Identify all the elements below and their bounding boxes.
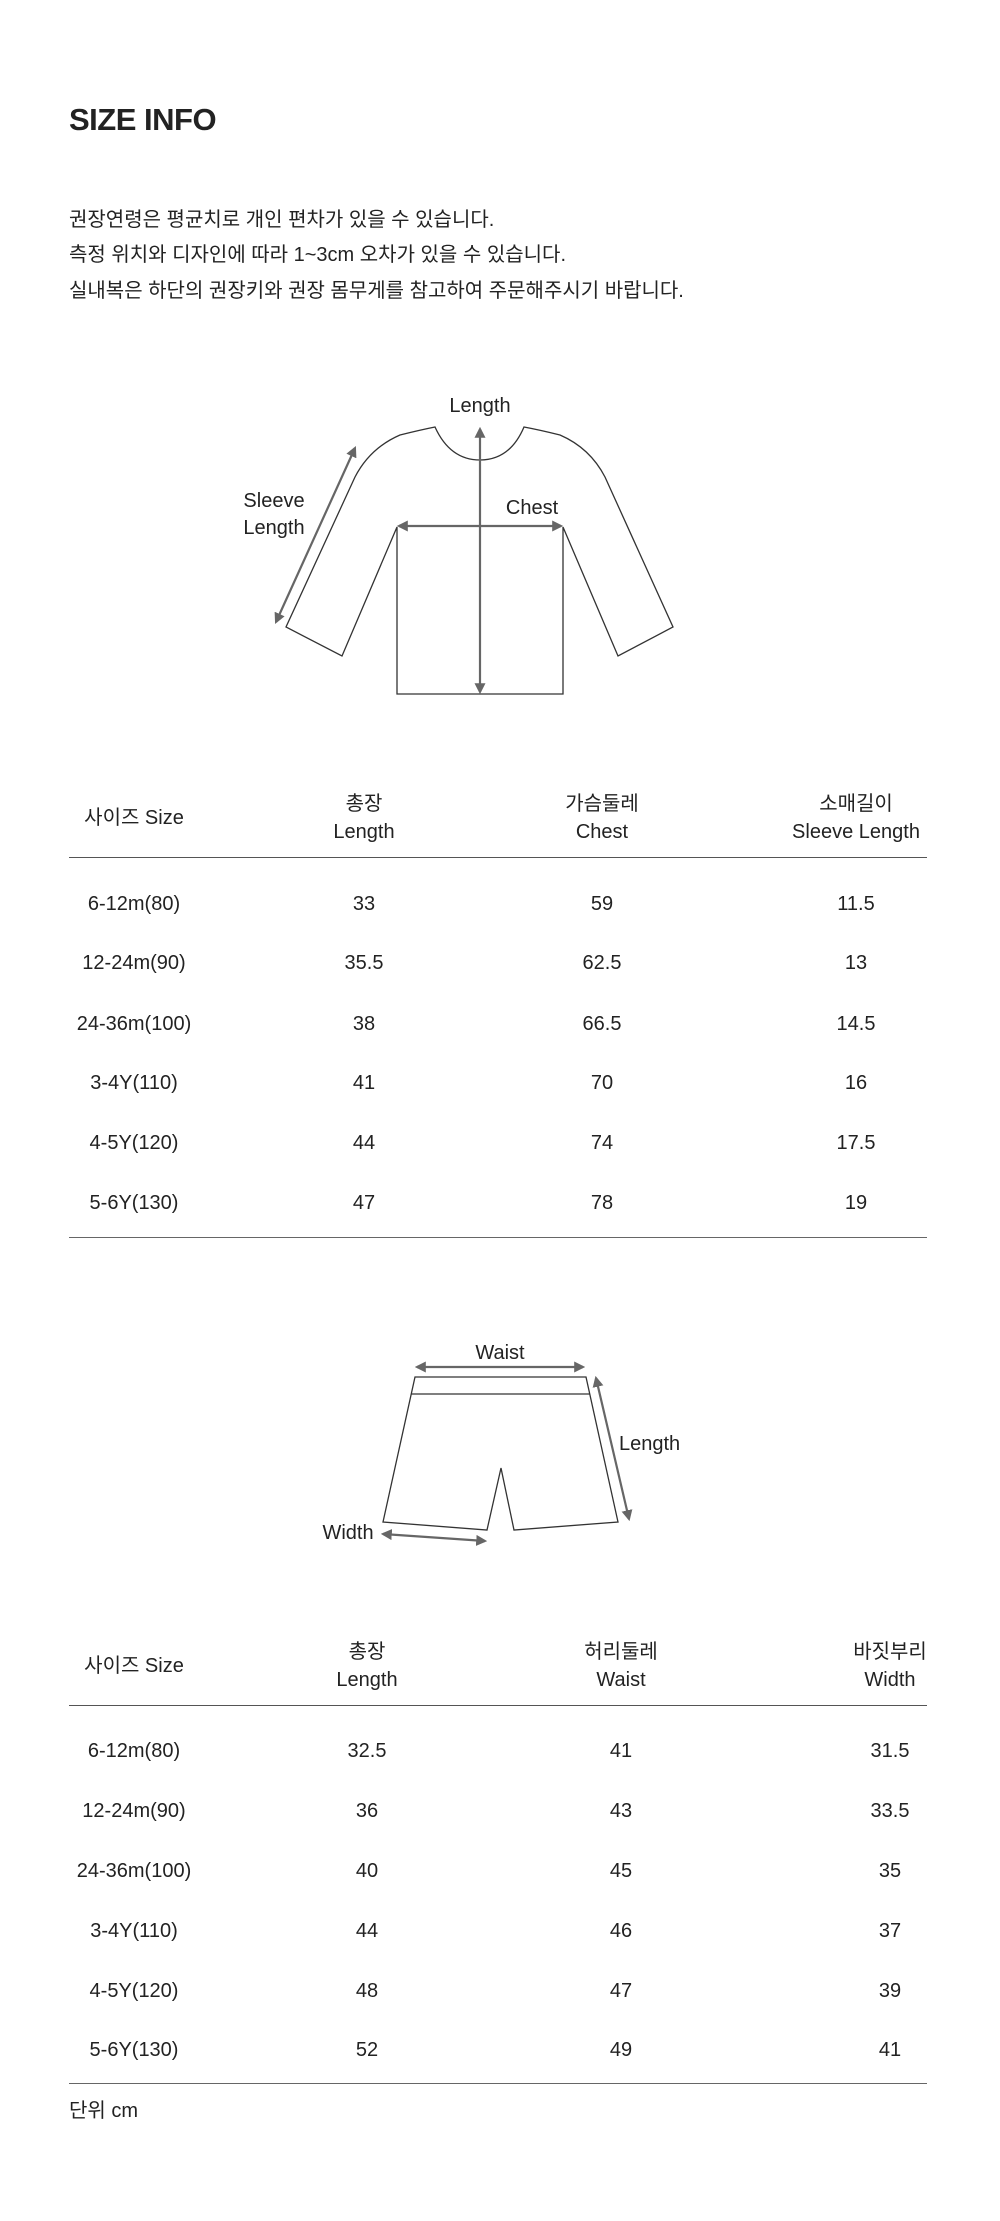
top-outline bbox=[285, 426, 674, 695]
page-title: SIZE INFO bbox=[69, 102, 217, 137]
value-cell: 41 bbox=[609, 1740, 633, 1762]
value-cell: 16 bbox=[844, 1072, 868, 1094]
value-cell: 41 bbox=[352, 1072, 376, 1094]
value-cell: 70 bbox=[590, 1072, 614, 1094]
column-header: 총장 Length bbox=[333, 790, 394, 846]
column-header-line: Length bbox=[333, 821, 395, 843]
value-cell: 66.5 bbox=[582, 1013, 622, 1035]
value-cell: 33 bbox=[352, 893, 376, 915]
value-cell: 44 bbox=[352, 1132, 376, 1154]
column-header-line: 사이즈 Size bbox=[84, 1655, 184, 1677]
value-cell: 48 bbox=[355, 1980, 379, 2002]
value-cell: 38 bbox=[352, 1013, 376, 1035]
top-garment-diagram bbox=[285, 426, 674, 695]
value-cell: 52 bbox=[355, 2039, 379, 2061]
value-cell: 78 bbox=[590, 1192, 614, 1214]
unit-label: 단위 cm bbox=[69, 2100, 139, 2122]
column-header-line: 가슴둘레 bbox=[565, 793, 639, 815]
column-header-line: 사이즈 Size bbox=[84, 807, 184, 829]
column-header-line: Chest bbox=[575, 821, 629, 843]
note-line: 측정 위치와 디자인에 따라 1~3cm 오차가 있을 수 있습니다. bbox=[69, 244, 566, 266]
column-header: 총장 Length bbox=[336, 1638, 397, 1694]
value-cell: 33.5 bbox=[870, 1800, 910, 1822]
waist-label: Waist bbox=[475, 1342, 525, 1364]
column-header: 사이즈 Size bbox=[84, 804, 184, 832]
size-cell: 5-6Y(130) bbox=[89, 1192, 179, 1214]
size-cell: 6-12m(80) bbox=[87, 1740, 181, 1762]
column-header: 바짓부리 Width bbox=[853, 1638, 927, 1694]
value-cell: 74 bbox=[590, 1132, 614, 1154]
column-header-line: 총장 bbox=[348, 1641, 386, 1663]
chest-label: Chest bbox=[506, 497, 559, 519]
value-cell: 47 bbox=[352, 1192, 376, 1214]
table-rule bbox=[69, 2083, 927, 2084]
column-header-line: 바짓부리 bbox=[853, 1641, 927, 1663]
value-cell: 44 bbox=[355, 1920, 379, 1942]
table-rule bbox=[69, 857, 927, 858]
value-cell: 19 bbox=[844, 1192, 868, 1214]
value-cell: 36 bbox=[355, 1800, 379, 1822]
value-cell: 32.5 bbox=[347, 1740, 387, 1762]
column-header: 가슴둘레 Chest bbox=[565, 790, 639, 846]
value-cell: 43 bbox=[609, 1800, 633, 1822]
value-cell: 39 bbox=[878, 1980, 902, 2002]
shorts-length-arrow bbox=[592, 1375, 633, 1522]
size-cell: 12-24m(90) bbox=[82, 952, 186, 974]
column-header: 허리둘레 Waist bbox=[584, 1638, 658, 1694]
size-cell: 3-4Y(110) bbox=[90, 1920, 178, 1942]
sleeve-arrow bbox=[274, 445, 357, 625]
sleeve-label: Sleeve bbox=[243, 490, 304, 512]
size-cell: 6-12m(80) bbox=[87, 893, 181, 915]
value-cell: 45 bbox=[609, 1860, 633, 1882]
table-rule bbox=[69, 1237, 927, 1238]
size-cell: 12-24m(90) bbox=[82, 1800, 186, 1822]
column-header-line: 허리둘레 bbox=[584, 1641, 658, 1663]
value-cell: 47 bbox=[609, 1980, 633, 2002]
value-cell: 13 bbox=[844, 952, 868, 974]
width-label: Width bbox=[322, 1522, 373, 1544]
column-header: 소매길이 Sleeve Length bbox=[792, 790, 920, 846]
column-header-line: Waist bbox=[596, 1669, 646, 1691]
value-cell: 35.5 bbox=[344, 952, 384, 974]
column-header-line: Sleeve Length bbox=[792, 821, 920, 843]
shorts-diagram bbox=[382, 1376, 619, 1531]
note-line: 실내복은 하단의 권장키와 권장 몸무게를 참고하여 주문해주시기 바랍니다. bbox=[69, 280, 684, 302]
size-cell: 4-5Y(120) bbox=[89, 1980, 179, 2002]
column-header-line: 소매길이 bbox=[819, 793, 893, 815]
value-cell: 40 bbox=[355, 1860, 379, 1882]
size-cell: 4-5Y(120) bbox=[89, 1132, 179, 1154]
size-cell: 24-36m(100) bbox=[76, 1013, 192, 1035]
length-label: Length bbox=[449, 395, 510, 417]
value-cell: 35 bbox=[878, 1860, 902, 1882]
column-header: 사이즈 Size bbox=[84, 1652, 184, 1680]
size-cell: 5-6Y(130) bbox=[89, 2039, 179, 2061]
value-cell: 49 bbox=[609, 2039, 633, 2061]
width-arrow bbox=[380, 1529, 488, 1546]
size-cell: 3-4Y(110) bbox=[90, 1072, 178, 1094]
value-cell: 46 bbox=[609, 1920, 633, 1942]
value-cell: 62.5 bbox=[582, 952, 622, 974]
sleeve-label-2: Length bbox=[243, 517, 304, 539]
shorts-outline bbox=[382, 1376, 619, 1531]
column-header-line: Width bbox=[864, 1669, 916, 1691]
value-cell: 37 bbox=[878, 1920, 902, 1942]
value-cell: 41 bbox=[878, 2039, 902, 2061]
size-cell: 24-36m(100) bbox=[76, 1860, 192, 1882]
shorts-length-label: Length bbox=[619, 1433, 680, 1455]
table-rule bbox=[69, 1705, 927, 1706]
value-cell: 14.5 bbox=[836, 1013, 876, 1035]
value-cell: 31.5 bbox=[870, 1740, 910, 1762]
column-header-line: Length bbox=[336, 1669, 398, 1691]
value-cell: 11.5 bbox=[837, 893, 875, 915]
value-cell: 17.5 bbox=[836, 1132, 876, 1154]
value-cell: 59 bbox=[590, 893, 614, 915]
note-line: 권장연령은 평균치로 개인 편차가 있을 수 있습니다. bbox=[69, 209, 495, 231]
column-header-line: 총장 bbox=[345, 793, 383, 815]
